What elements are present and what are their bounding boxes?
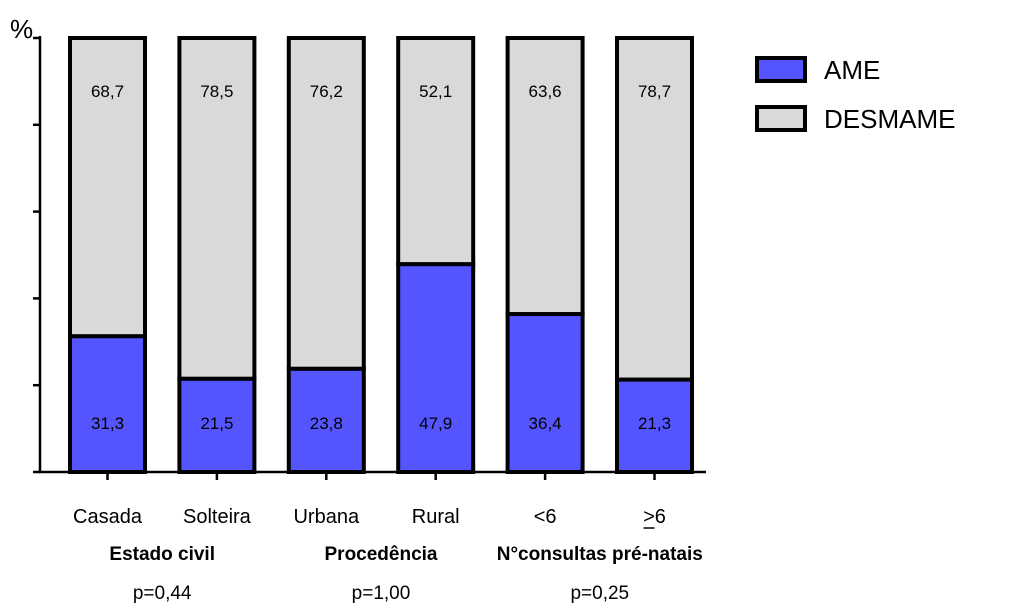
- x-tick-label-3: Urbana: [293, 506, 359, 528]
- p-value-proced-ncia: p=1,00: [352, 583, 411, 604]
- bar-desmame-3: [286, 36, 366, 371]
- data-label-ame-6: 21,3: [638, 414, 671, 433]
- data-label-desmame-5: 63,6: [529, 82, 562, 101]
- bar-ame-4: [396, 262, 476, 475]
- legend-swatch-ame: [755, 56, 807, 83]
- legend-swatch-desmame: [755, 105, 807, 132]
- legend-label-ame: AME: [824, 55, 880, 85]
- bar-desmame-1: [68, 36, 147, 339]
- data-label-desmame-1: 68,7: [91, 82, 124, 101]
- y-axis-unit: %: [10, 14, 33, 44]
- x-axis-tick-labels: Casada Solteira Urbana Rural <6 >6: [73, 472, 666, 529]
- bar-desmame-5: [505, 36, 585, 317]
- bars: 31,3 68,7 21,5 78,5 23,8 76,2 47,9 52,1 36,4 63,6…: [68, 36, 694, 475]
- group-labels: Estado civil p=0,44 Procedência p=1,00 N°con…: [109, 544, 702, 604]
- data-label-desmame-2: 78,5: [200, 82, 233, 101]
- data-label-ame-3: 23,8: [310, 414, 343, 433]
- p-value-n-consultas-pr-natais: p=0,25: [570, 583, 629, 604]
- bar-ame-5: [505, 312, 585, 474]
- x-tick-label-6: >6: [643, 506, 666, 528]
- bar-desmame-2: [177, 36, 257, 381]
- legend: AME DESMAME: [755, 55, 955, 134]
- legend-label-desmame: DESMAME: [824, 104, 955, 134]
- data-label-ame-1: 31,3: [91, 414, 124, 433]
- x-tick-label-1: Casada: [73, 506, 143, 528]
- bar-ame-1: [68, 334, 147, 474]
- data-label-desmame-6: 78,7: [638, 82, 671, 101]
- data-label-desmame-4: 52,1: [419, 82, 452, 101]
- x-tick-label-5: <6: [534, 506, 557, 528]
- y-axis-ticks: [33, 36, 40, 474]
- data-label-ame-2: 21,5: [200, 414, 233, 433]
- data-label-desmame-3: 76,2: [310, 82, 343, 101]
- data-label-ame-4: 47,9: [419, 414, 452, 433]
- data-label-ame-5: 36,4: [529, 414, 562, 433]
- group-label-proced-ncia: Procedência: [325, 544, 438, 565]
- p-value-estado-civil: p=0,44: [133, 583, 192, 604]
- bar-desmame-4: [396, 36, 476, 267]
- bar-desmame-6: [615, 36, 694, 382]
- x-tick-label-4: Rural: [412, 506, 460, 528]
- x-tick-label-2: Solteira: [183, 506, 252, 528]
- group-label-estado-civil: Estado civil: [109, 544, 215, 565]
- group-label-n-consultas-pr-natais: N°consultas pré-natais: [497, 544, 703, 565]
